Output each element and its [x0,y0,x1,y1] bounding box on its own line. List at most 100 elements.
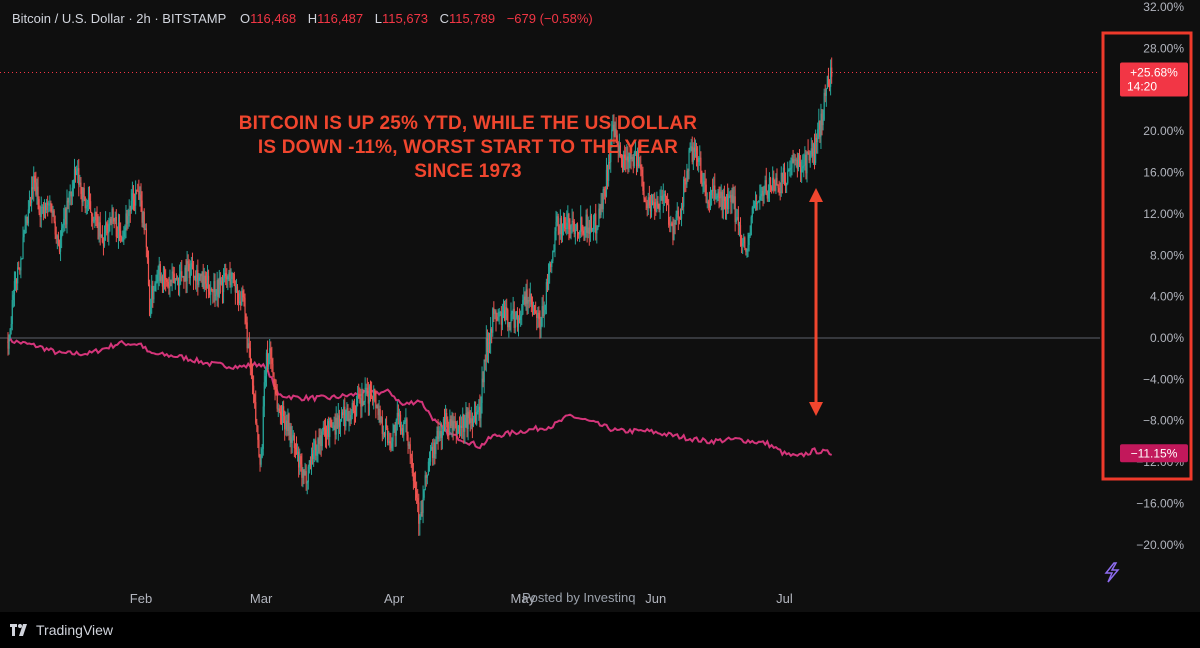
btc-candle-body [529,293,531,302]
btc-candle-body [721,191,723,210]
btc-candle-body [55,234,57,239]
btc-candle-body [309,460,312,465]
low-label: L [374,11,382,26]
btc-candle-body [483,359,485,383]
x-tick-label: Mar [250,591,273,606]
dxy-series-line [7,336,833,458]
btc-candle-body [729,195,731,197]
btc-candle-body [775,177,777,191]
btc-candle-body [423,490,425,498]
btc-candle-body [730,195,732,203]
btc-candle-body [678,217,680,219]
btc-candle-body [221,280,224,293]
btc-candle-body [118,222,121,231]
btc-candle-body [199,274,201,278]
btc-candle-body [713,185,715,191]
btc-candle-body [692,147,694,162]
btc-candle-body [360,398,362,407]
btc-candle-body [14,278,17,281]
btc-candle-body [112,208,114,219]
btc-candle-body [214,281,216,297]
btc-candle-body [454,421,456,423]
btc-candle-body [286,420,288,432]
btc-candle-body [484,359,486,362]
btc-candle-body [100,234,102,237]
btc-candle-body [773,177,775,184]
watermark-text: Posted by Investinq [522,590,636,605]
btc-candle-body [608,161,610,181]
btc-candle-body [661,196,663,201]
btc-candle-body [747,245,749,251]
btc-candle-body [394,424,396,436]
btc-candle-body [449,419,451,433]
btc-candle-body [716,196,718,198]
tradingview-logo[interactable]: TradingView [10,622,113,638]
btc-candle-body [245,313,247,323]
btc-candle-body [685,181,687,185]
btc-candle-body [114,217,116,222]
btc-candle-body [492,308,494,333]
x-tick-label: May [511,591,536,606]
btc-candle-body [264,376,266,383]
btc-candle-body [237,293,240,304]
btc-candle-body [613,124,615,137]
btc-candle-body [507,309,509,328]
btc-candle-body [320,435,322,447]
btc-candle-body [533,305,536,312]
btc-candle-body [145,228,147,248]
btc-candle-body [813,144,816,164]
btc-candle-body [332,427,334,429]
btc-candle-body [203,275,205,289]
btc-candle-body [419,516,421,524]
symbol-title[interactable]: Bitcoin / U.S. Dollar · 2h · BITSTAMP [12,11,227,26]
btc-candle-body [373,389,375,401]
btc-candle-body [720,191,722,198]
btc-candle-body [104,223,107,234]
btc-candle-body [508,322,510,328]
btc-candle-body [87,198,90,206]
btc-candle-body [442,419,445,432]
btc-candle-body [303,469,305,476]
btc-candle-body [745,247,747,252]
btc-candle-body [151,285,153,307]
btc-candle-body [34,175,36,183]
btc-candle-body [179,274,181,286]
btc-candle-body [94,211,96,221]
btc-candle-body [259,456,261,465]
btc-candle-body [541,306,543,327]
btc-candle-body [393,424,395,432]
btc-candle-body [768,177,771,190]
btc-candle-body [319,435,321,444]
btc-candle-body [362,393,364,405]
btc-candle-body [138,191,140,200]
btc-candle-body [195,275,197,282]
btc-candle-body [743,237,745,244]
btc-candle-body [248,343,250,349]
change-value: −679 (−0.58%) [506,11,593,26]
btc-candle-body [79,182,81,185]
btc-candle-body [761,190,763,194]
btc-candle-body [531,304,534,308]
btc-candle-body [494,311,496,314]
btc-candle-body [610,145,612,163]
btc-candle-body [19,268,21,271]
btc-candle-body [384,425,387,436]
btc-candle-body [184,267,186,282]
btc-candle-body [513,308,515,328]
btc-candle-body [521,314,523,317]
btc-candle-body [136,189,138,191]
btc-candle-body [161,276,164,287]
btc-candle-body [404,420,406,422]
gap-arrow-head-bottom [809,402,823,416]
btc-candle-body [558,225,560,234]
btc-candle-body [76,171,78,175]
btc-candle-body [544,304,546,310]
btc-candle-body [654,202,656,211]
btc-candle-body [56,235,58,239]
btc-candle-body [603,189,605,191]
open-value: 116,468 [250,11,297,26]
symbol-header[interactable]: Bitcoin / U.S. Dollar · 2h · BITSTAMP O1… [12,11,593,26]
btc-candle-body [802,166,804,169]
